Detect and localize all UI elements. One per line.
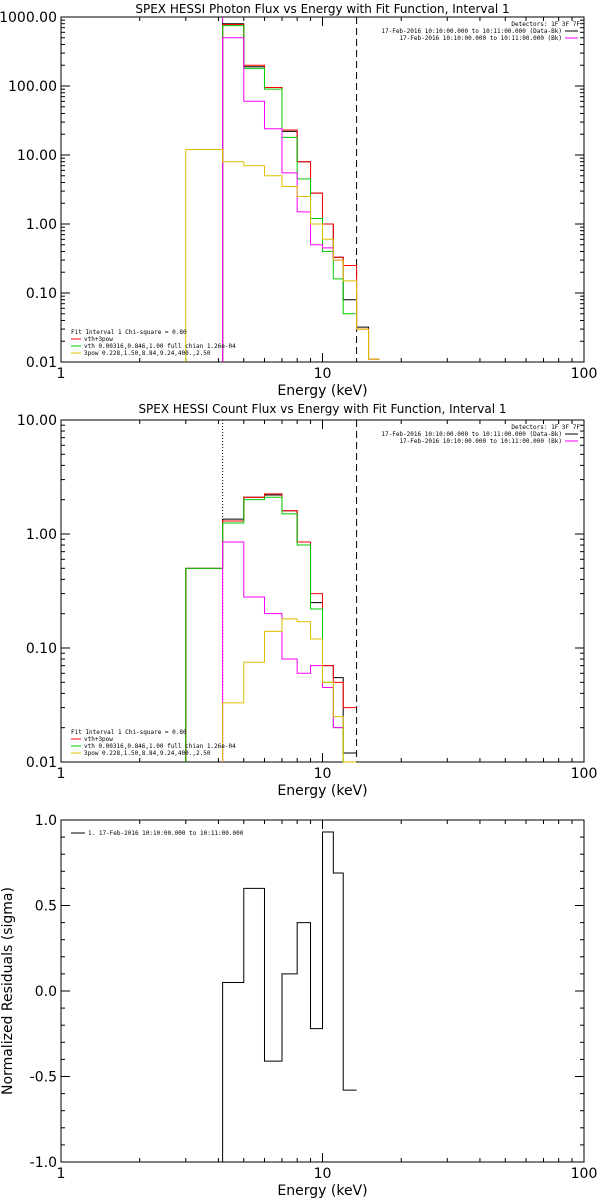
series-1-histogram	[222, 831, 357, 1162]
series-1-histogram	[222, 23, 380, 362]
legend-bottom-entry: vth 0.00316,0.846,1.00 full chian 1.26e-…	[84, 743, 236, 750]
y-tick-label: 10.00	[17, 413, 57, 429]
chart-panel-1: 1 10 100 0.01 0.10 1.00 10.00 100.00 1000.00 SPEX…	[0, 2, 597, 399]
chart-panel-3: 1 10 100 -1.0 -0.5 0.0 0.5 1.0 Energy (keV) Norma…	[0, 813, 597, 1199]
x-tick-label: 100	[571, 366, 598, 382]
legend-bottom-entry: vth+3pow	[84, 336, 113, 343]
legend-bottom-entry: 3pow 0.228,1.50,8.84,9.24,400.,2.50	[84, 750, 211, 757]
legend-top-entry: 1. 17-Feb-2016 10:10:00.000 to 10:11:00.…	[88, 830, 244, 837]
legend-top-entry: 17-Feb-2016 10:10:00.000 to 10:11:00.000…	[381, 431, 562, 438]
x-tick-label: 1	[57, 1166, 66, 1182]
x-tick-label: 10	[314, 766, 332, 782]
series-5-histogram	[185, 149, 380, 362]
series-1-histogram	[185, 494, 357, 762]
y-tick-label: 100.00	[8, 79, 57, 95]
y-tick-label: 10.00	[17, 148, 57, 164]
x-axis-label: Energy (keV)	[277, 783, 367, 799]
series-3-histogram	[185, 496, 357, 763]
y-tick-label: 0.10	[26, 286, 57, 302]
series-4-histogram	[222, 37, 344, 362]
legend-top-entry: 17-Feb-2016 10:10:00.000 to 10:11:00.000…	[399, 35, 562, 42]
y-tick-label: 0.01	[26, 355, 57, 371]
x-tick-label: 100	[571, 1166, 598, 1182]
y-tick-label: 0.0	[35, 984, 57, 1000]
y-tick-label: 0.01	[26, 755, 57, 771]
chart-title: SPEX HESSI Photon Flux vs Energy with Fi…	[135, 2, 509, 16]
legend-top-entry: Detectors: 1F 3F 7F	[511, 21, 580, 28]
chart-panel-2: 1 10 100 0.01 0.10 1.00 10.00 SPEX HESSI Count …	[17, 402, 597, 799]
y-tick-label: 0.10	[26, 641, 57, 657]
legend-bottom-entry: Fit Interval 1 Chi-square = 0.80	[71, 329, 187, 336]
legend-top-entry: 17-Feb-2016 10:10:00.000 to 10:11:00.000…	[399, 438, 562, 445]
x-tick-label: 100	[571, 766, 598, 782]
series-5-histogram	[222, 618, 357, 763]
y-tick-label: -1.0	[30, 1155, 57, 1171]
series-4-histogram	[222, 541, 344, 762]
y-tick-label: -0.5	[30, 1070, 57, 1086]
legend-bottom-entry: Fit Interval 1 Chi-square = 0.80	[71, 729, 187, 736]
x-tick-label: 10	[314, 366, 332, 382]
x-axis-label: Energy (keV)	[277, 383, 367, 399]
legend-top-entry: 17-Feb-2016 10:10:00.000 to 10:11:00.000…	[381, 28, 562, 35]
chart-title: SPEX HESSI Count Flux vs Energy with Fit…	[138, 402, 506, 416]
x-tick-label: 1	[57, 366, 66, 382]
y-axis-label: Normalized Residuals (sigma)	[0, 887, 16, 1095]
plot-frame	[60, 16, 585, 363]
legend-top-entry: Detectors: 1F 3F 7F	[511, 424, 580, 431]
x-tick-label: 10	[314, 1166, 332, 1182]
series-2-histogram	[185, 493, 357, 762]
y-tick-label: 1000.00	[0, 10, 57, 26]
legend-bottom-entry: vth 0.00316,0.846,1.00 full chian 1.26e-…	[84, 343, 236, 350]
series-2-histogram	[222, 23, 380, 362]
y-tick-label: 0.5	[35, 899, 57, 915]
legend-bottom-entry: vth+3pow	[84, 736, 113, 743]
plot-frame	[60, 419, 585, 763]
y-tick-label: 1.00	[26, 217, 57, 233]
y-tick-label: 1.00	[26, 527, 57, 543]
x-axis-label: Energy (keV)	[277, 1183, 367, 1199]
series-3-histogram	[222, 25, 357, 362]
x-tick-label: 1	[57, 766, 66, 782]
y-tick-label: 1.0	[35, 813, 57, 829]
legend-bottom-entry: 3pow 0.228,1.50,8.84,9.24,400.,2.50	[84, 350, 211, 357]
